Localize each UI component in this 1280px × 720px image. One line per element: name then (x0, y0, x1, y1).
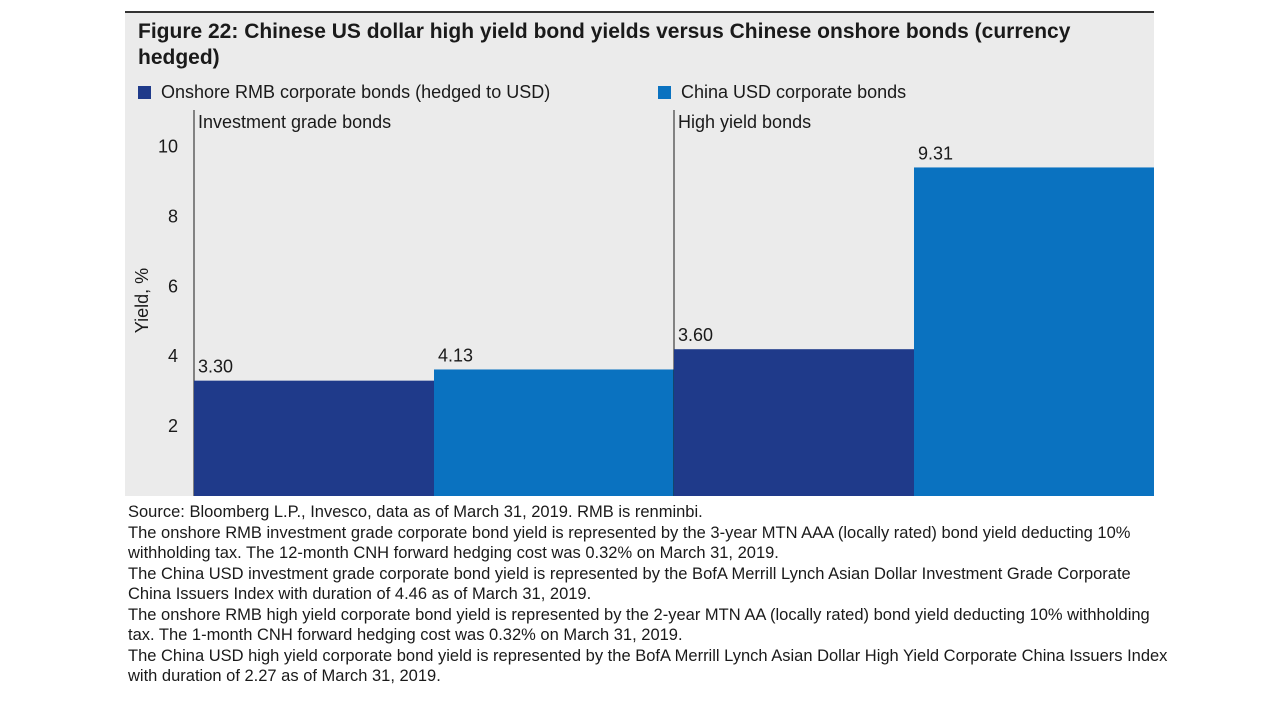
y-tick-label: 6 (168, 276, 178, 296)
note-line: The onshore RMB high yield corporate bon… (128, 605, 1150, 645)
y-tick-label: 2 (168, 416, 178, 436)
group-label: High yield bonds (678, 112, 811, 132)
data-label: 3.60 (678, 325, 713, 345)
y-tick-label: 8 (168, 206, 178, 226)
legend-item-usd: China USD corporate bonds (658, 82, 906, 103)
y-axis-title: Yield, % (132, 268, 152, 333)
bar (434, 369, 674, 496)
top-rule (125, 11, 1154, 13)
chart-title: Figure 22: Chinese US dollar high yield … (138, 20, 1071, 69)
bar (914, 167, 1154, 496)
source-line: Source: Bloomberg L.P., Invesco, data as… (128, 503, 703, 521)
legend-swatch-usd (658, 86, 671, 99)
legend: Onshore RMB corporate bonds (hedged to U… (138, 82, 1148, 106)
legend-item-onshore: Onshore RMB corporate bonds (hedged to U… (138, 82, 550, 103)
bar (674, 349, 914, 496)
note-line: The China USD high yield corporate bond … (128, 646, 1168, 686)
source-notes: Source: Bloomberg L.P., Invesco, data as… (128, 502, 1168, 687)
legend-label-onshore: Onshore RMB corporate bonds (hedged to U… (161, 82, 551, 102)
data-label: 4.13 (438, 345, 473, 365)
data-label: 9.31 (918, 143, 953, 163)
y-tick-label: 10 (158, 136, 178, 156)
group-label: Investment grade bonds (198, 112, 391, 132)
bar (194, 380, 434, 496)
note-line: The China USD investment grade corporate… (128, 564, 1131, 604)
y-tick-label: 4 (168, 346, 178, 366)
legend-swatch-onshore (138, 86, 151, 99)
data-label: 3.30 (198, 357, 233, 377)
legend-label-usd: China USD corporate bonds (681, 82, 907, 102)
note-line: The onshore RMB investment grade corpora… (128, 523, 1131, 563)
